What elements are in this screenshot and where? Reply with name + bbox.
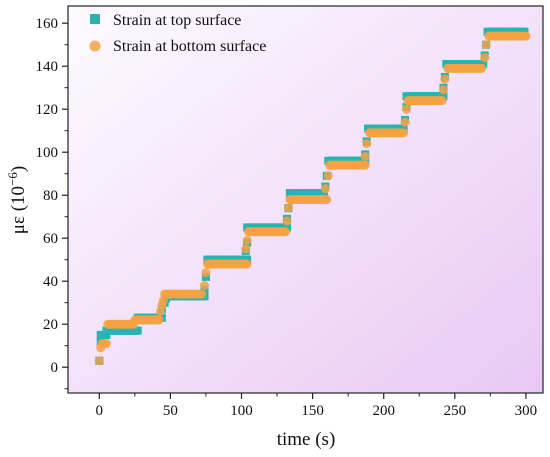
data-point-bottom — [481, 40, 491, 50]
legend-marker-top-surface — [90, 14, 100, 24]
data-point-bottom — [477, 63, 487, 73]
y-axis-label-base: με (10 — [8, 186, 29, 234]
data-point-bottom — [437, 96, 447, 106]
data-point-bottom — [281, 227, 291, 237]
data-point-bottom — [438, 85, 448, 95]
y-axis-label-exponent: −6 — [5, 172, 20, 186]
x-tick-label: 200 — [372, 403, 395, 419]
data-point-bottom — [440, 74, 450, 84]
data-point-bottom — [282, 216, 292, 226]
data-point-bottom — [197, 289, 207, 299]
data-point-top — [439, 92, 448, 101]
legend-label-top-surface: Strain at top surface — [113, 12, 241, 29]
x-tick-label: 150 — [301, 403, 324, 419]
data-point-bottom — [242, 259, 252, 269]
y-tick-label: 0 — [51, 360, 59, 376]
data-point-bottom — [96, 343, 106, 353]
y-tick-label: 60 — [43, 231, 58, 247]
data-point-top — [479, 60, 488, 69]
data-point-bottom — [323, 171, 333, 181]
data-point-bottom — [241, 244, 251, 254]
data-point-bottom — [360, 152, 370, 161]
axes — [62, 5, 544, 399]
y-tick-label: 40 — [43, 274, 58, 290]
tick-labels: 0 50 100 150 200 250 300 0 20 40 60 80 100 120 140 160 — [36, 16, 538, 419]
data-point-bottom — [200, 281, 210, 290]
data-point-bottom — [400, 117, 410, 127]
data-point-bottom — [362, 139, 372, 149]
legend-marker-bottom-surface — [89, 40, 101, 52]
data-point-top — [319, 189, 328, 198]
y-tick-label: 160 — [36, 16, 59, 32]
data-point-top — [283, 223, 292, 232]
legend: Strain at top surface Strain at bottom s… — [89, 12, 266, 55]
y-tick-label: 20 — [43, 317, 58, 333]
x-axis-label: time (s) — [277, 429, 336, 450]
data-point-bottom — [399, 128, 409, 138]
y-tick-label: 140 — [36, 59, 59, 75]
data-point-bottom — [521, 31, 531, 41]
data-point-bottom — [480, 53, 490, 63]
plot-frame — [67, 5, 544, 394]
legend-label-bottom-surface: Strain at bottom surface — [113, 38, 266, 55]
data-point-bottom — [242, 235, 252, 245]
y-tick-label: 100 — [36, 145, 59, 161]
x-tick-label: 0 — [96, 403, 104, 419]
data-point-bottom — [158, 296, 168, 306]
x-tick-label: 100 — [230, 403, 253, 419]
x-tick-label: 250 — [444, 403, 467, 419]
data-point-bottom — [360, 160, 370, 170]
data-point-top — [102, 330, 111, 339]
series-bottom-surface — [94, 31, 531, 366]
x-tick-label: 50 — [163, 403, 178, 419]
x-tick-label: 300 — [515, 403, 538, 419]
data-point-bottom — [94, 356, 104, 366]
y-tick-label: 120 — [36, 102, 59, 118]
data-point-bottom — [401, 104, 411, 114]
y-axis-label: με (10−6) — [5, 166, 29, 234]
y-tick-label: 80 — [43, 188, 58, 204]
data-point-bottom — [201, 268, 211, 278]
data-point-bottom — [283, 203, 293, 213]
y-axis-label-close: ) — [8, 166, 29, 172]
data-point-bottom — [154, 315, 164, 325]
data-point-bottom — [322, 195, 332, 204]
data-point-bottom — [320, 184, 330, 194]
data-series-layer — [94, 27, 531, 366]
data-point-top — [133, 326, 142, 335]
